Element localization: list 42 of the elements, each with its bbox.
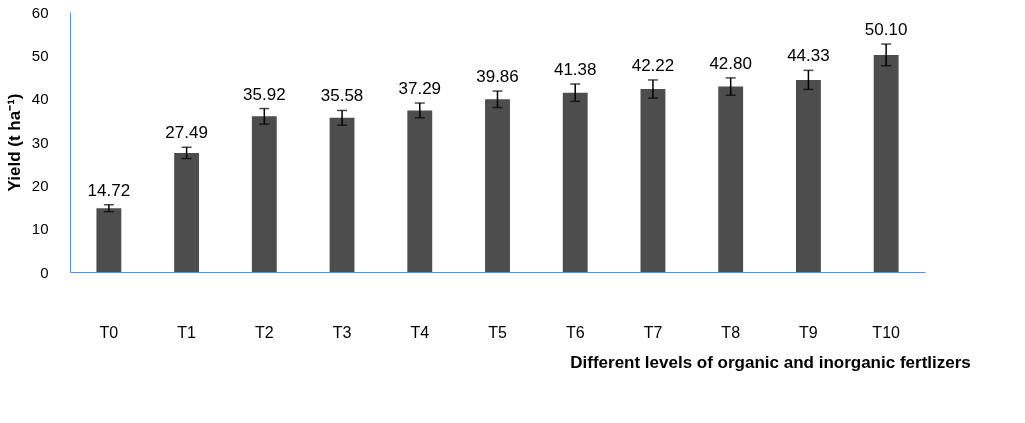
y-axis-title: Yield (t ha⁻¹) [4,93,24,192]
bar [96,208,122,272]
data-label: 44.33 [787,46,830,66]
data-label: 35.92 [243,84,286,104]
x-tick-label: T7 [643,323,663,341]
bar [562,92,588,272]
y-tick-label: 60 [31,3,49,21]
x-tick-label: T10 [872,323,901,341]
bar [485,99,510,272]
x-tick-label: T9 [799,323,818,341]
data-label: 39.86 [476,67,519,87]
data-label: 35.58 [320,86,364,106]
bar [251,116,277,272]
data-label: 42.80 [709,53,752,73]
x-tick-label: T3 [332,323,352,341]
y-tick-label: 40 [31,90,49,108]
bar [718,86,744,272]
y-tick-label: 20 [31,176,49,194]
y-tick-label: 0 [40,263,49,281]
bar [174,152,200,272]
data-label: 50.10 [864,20,908,40]
bar [873,54,899,272]
x-tick-label: T0 [99,323,119,341]
data-label: 42.22 [631,55,675,75]
bar [795,79,821,272]
x-axis-title: Different levels of organic and inorganic fertlizers [570,352,971,372]
x-tick-label: T4 [410,323,430,341]
bar [329,117,355,272]
x-tick-label: T5 [488,323,507,341]
x-tick-label: T6 [565,323,585,341]
data-label: 37.29 [398,79,442,99]
y-tick-label: 30 [31,133,49,151]
x-tick-label: T2 [254,323,274,341]
y-tick-label: 10 [31,220,49,238]
data-label: 14.72 [87,180,131,200]
data-label: 41.38 [553,60,597,80]
bar [640,89,666,272]
data-label: 27.49 [165,123,208,143]
x-tick-label: T1 [177,323,197,341]
x-tick-label: T8 [721,323,741,341]
bar [407,110,433,272]
y-tick-label: 50 [31,46,49,64]
